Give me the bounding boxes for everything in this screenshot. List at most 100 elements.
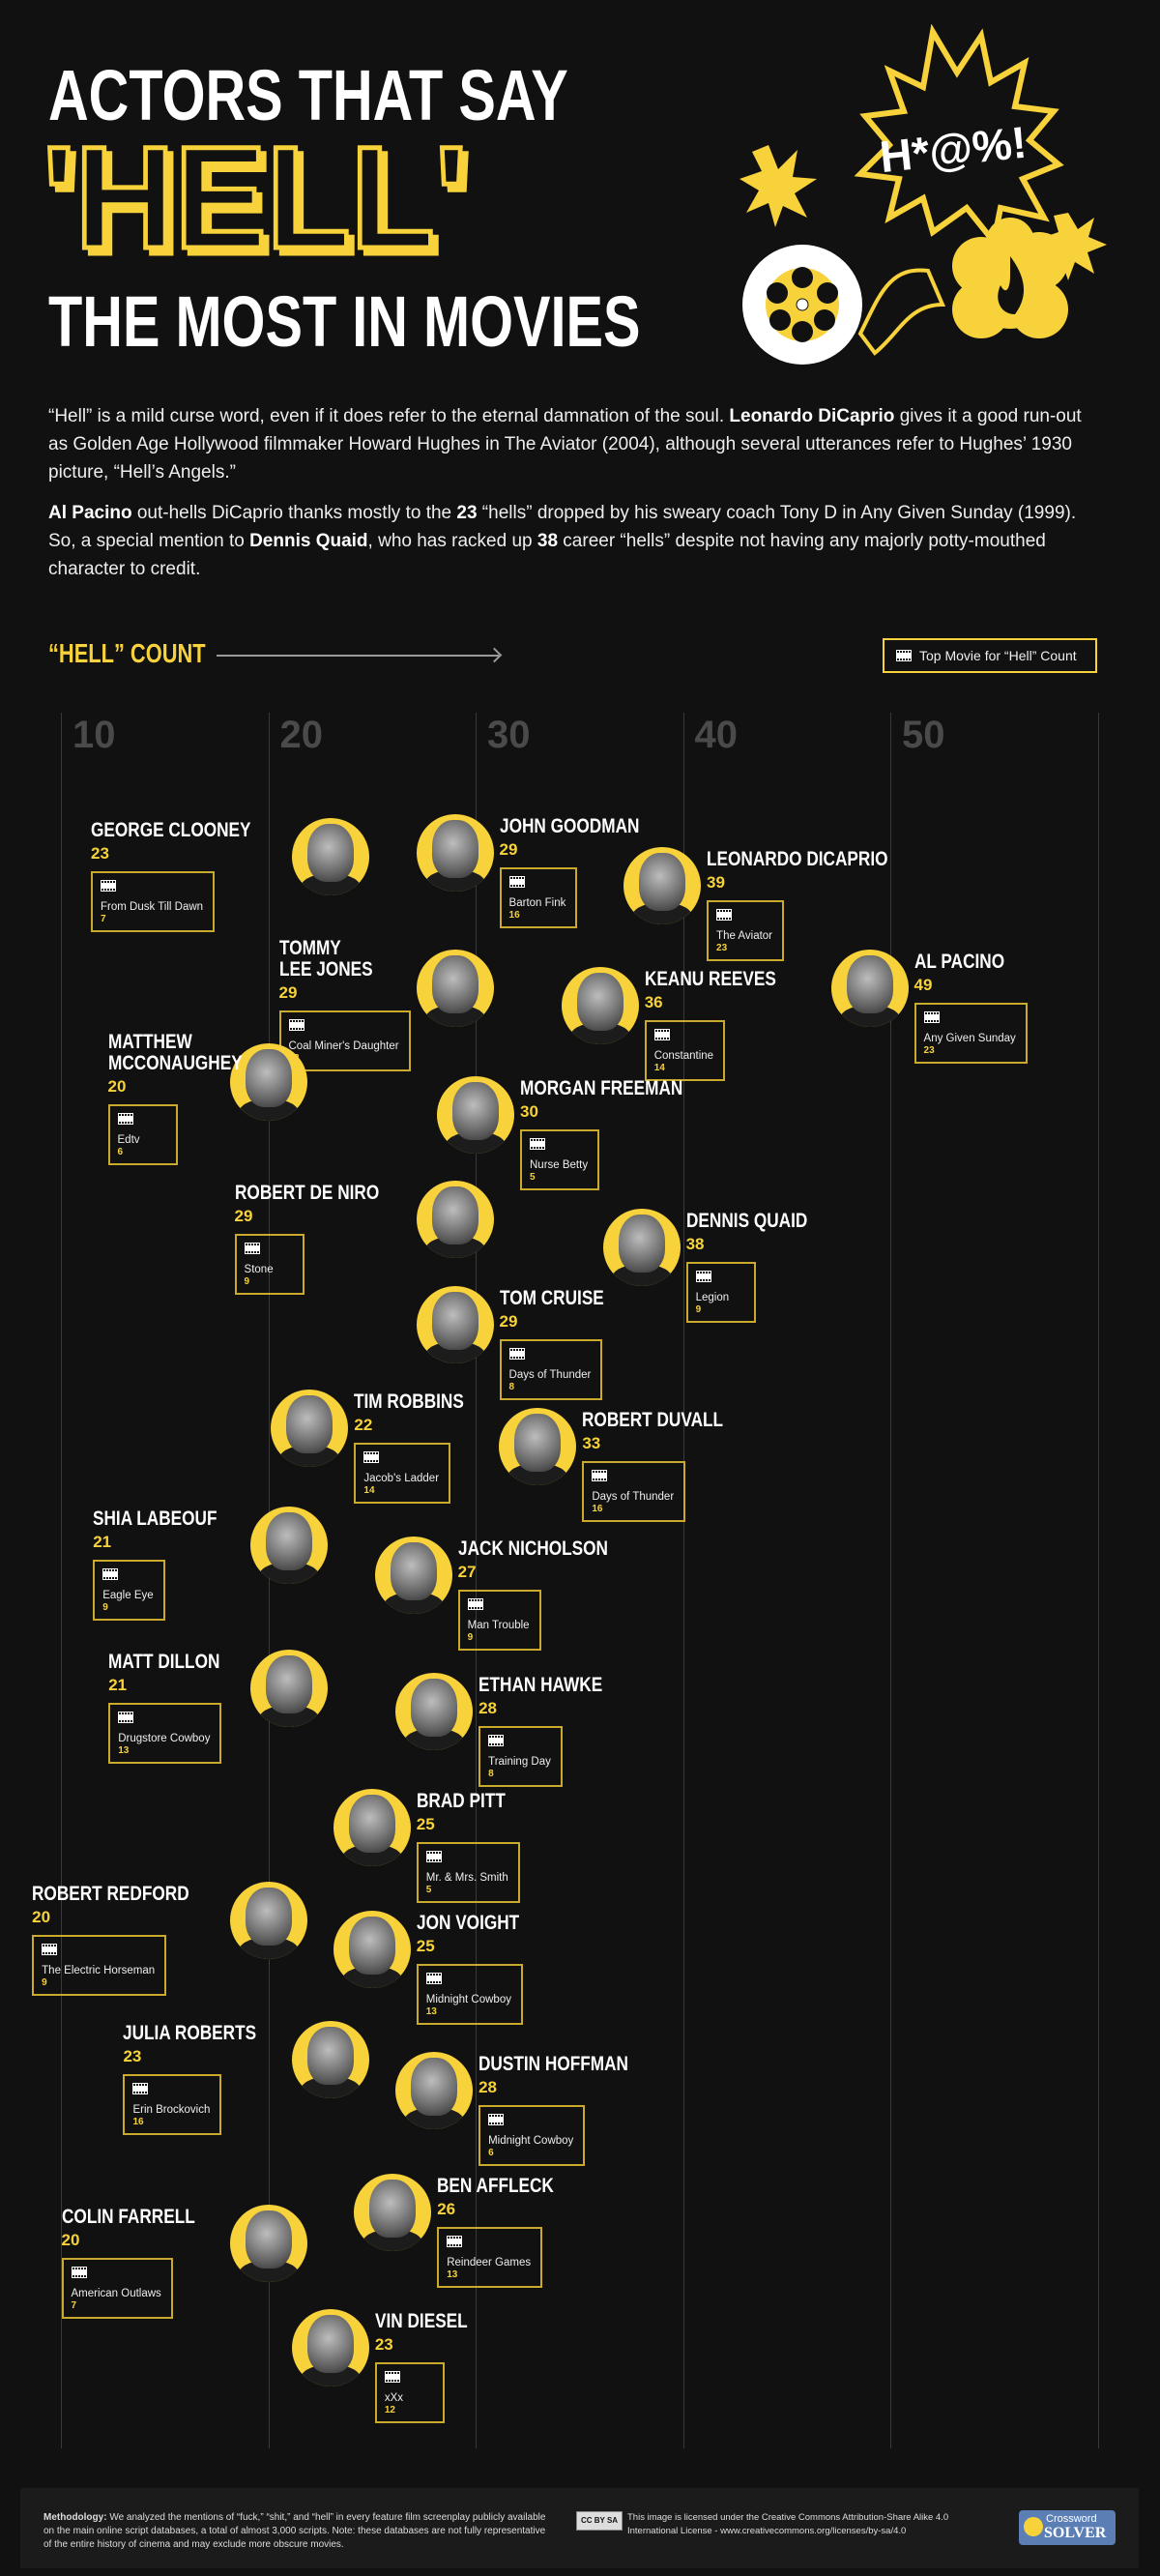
movie-title: Stone [244, 1264, 274, 1275]
crossword-solver-logo[interactable]: Crossword SOLVER [1019, 2510, 1116, 2545]
actor-label: ROBERT DUVALL 33 Days of Thunder 16 [582, 1410, 754, 1522]
film-icon [896, 650, 912, 661]
movie-title: Reindeer Games [447, 2257, 532, 2269]
methodology-note: Methodology: We analyzed the mentions of… [44, 2512, 546, 2550]
avatar-body [299, 874, 362, 895]
movie-hell-count: 14 [653, 1063, 665, 1073]
avatar-body [445, 1132, 507, 1154]
actor-label: TIM ROBBINS 22 Jacob's Ladder 14 [354, 1391, 488, 1504]
movie-hell-count: 13 [289, 1053, 399, 1064]
top-movie-box: Reindeer Games 13 [437, 2227, 543, 2288]
x-tick-label: 10 [72, 714, 116, 756]
actor-photo [499, 1408, 577, 1485]
actor-name: ETHAN HAWKE [478, 1674, 603, 1696]
actor-name: ROBERT DE NIRO [234, 1182, 379, 1204]
actor-photo [249, 1507, 328, 1584]
movie-title: Constantine [653, 1050, 714, 1062]
creative-commons-badge: CC BY SA [576, 2511, 624, 2531]
avatar-body [278, 1446, 341, 1467]
avatar-body [423, 1342, 486, 1363]
film-icon [71, 2267, 87, 2278]
arrow-right-icon [217, 655, 499, 657]
film-icon [488, 2114, 505, 2125]
film-icon [653, 1029, 670, 1040]
actor-photo [291, 2309, 369, 2386]
actor-photo [374, 1537, 452, 1614]
film-icon [101, 880, 116, 892]
avatar-face [265, 1655, 312, 1713]
actor-hell-count: 38 [685, 1235, 705, 1253]
actor-name: DENNIS QUAID [685, 1210, 807, 1232]
title-line-1: ACTORS THAT SAY [48, 55, 568, 135]
movie-title: Training Day [488, 1756, 551, 1768]
avatar-face [411, 2058, 458, 2116]
movie-title: Coal Miner's Daughter [288, 1040, 399, 1052]
top-movie-box: Midnight Cowboy 6 [478, 2105, 586, 2166]
actor-label: ROBERT DE NIRO 29 Stone 9 [234, 1182, 411, 1295]
film-icon [363, 1451, 380, 1463]
top-movie-box: Erin Brockovich 16 [123, 2074, 222, 2135]
film-icon [467, 1598, 483, 1610]
actor-name: LEONARDO DICAPRIO [707, 848, 888, 870]
top-movie-box: Drugstore Cowboy 13 [108, 1703, 222, 1764]
film-icon [117, 1113, 133, 1125]
top-movie-box: Barton Fink 16 [499, 867, 578, 928]
movie-title: Any Given Sunday [923, 1033, 1016, 1044]
actor-photo [229, 1882, 307, 1959]
license-text: This image is licensed under the Creativ… [627, 2512, 949, 2536]
film-icon [244, 1243, 260, 1254]
actor-hell-count: 39 [707, 873, 725, 892]
top-movie-box: The Aviator 23 [707, 900, 785, 961]
actor-hell-count: 36 [644, 993, 663, 1011]
actor-hell-count: 22 [354, 1416, 373, 1434]
movie-title: Days of Thunder [592, 1491, 675, 1503]
avatar-face [639, 853, 686, 911]
movie-hell-count: 12 [384, 2405, 395, 2415]
top-movie-box: Any Given Sunday 23 [914, 1003, 1028, 1064]
actor-label: ROBERT REDFORD 20 The Electric Horseman 9 [32, 1884, 223, 1996]
avatar-body [382, 1593, 445, 1614]
avatar-body [299, 2365, 362, 2386]
actor-hell-count: 20 [107, 1077, 127, 1096]
avatar-body [340, 1967, 403, 1988]
actor-hell-count: 26 [437, 2200, 456, 2218]
actor-name: MATTHEW MCCONAUGHEY [107, 1031, 243, 1074]
film-icon [530, 1138, 545, 1150]
film-icon [447, 2236, 463, 2247]
avatar-face [245, 1888, 292, 1946]
top-movie-box: Training Day 8 [478, 1726, 563, 1787]
movie-title: Midnight Cowboy [425, 1994, 511, 2005]
top-movie-box: xXx 12 [374, 2362, 445, 2423]
actor-hell-count: 27 [457, 1563, 477, 1581]
film-icon [923, 1011, 940, 1023]
avatar-face [411, 1679, 458, 1737]
avatar-body [237, 1938, 300, 1959]
top-movie-box: The Electric Horseman 9 [32, 1935, 167, 1996]
actor-label: MATTHEW MCCONAUGHEY 20 Edtv 6 [107, 1031, 243, 1165]
movie-hell-count: 23 [923, 1045, 935, 1056]
actor-name: JOHN GOODMAN [499, 815, 640, 837]
x-tick-label: 20 [279, 714, 324, 756]
avatar-face [306, 2027, 354, 2085]
swearing-film-illustration: H*@%! [740, 24, 1107, 365]
movie-hell-count: 6 [117, 1147, 124, 1157]
top-movie-box: Jacob's Ladder 14 [354, 1443, 451, 1504]
avatar-face [514, 1414, 562, 1472]
actor-label: JULIA ROBERTS 23 Erin Brockovich 16 [123, 2023, 285, 2135]
movie-title: From Dusk Till Dawn [101, 901, 204, 913]
actor-hell-count: 33 [582, 1434, 601, 1452]
gridline [476, 713, 477, 2448]
avatar-face [369, 2180, 417, 2238]
avatar-face [286, 1395, 334, 1453]
svg-text:'HELL': 'HELL' [43, 135, 468, 271]
top-movie-box: Edtv 6 [107, 1104, 178, 1165]
movie-title: The Electric Horseman [42, 1965, 156, 1976]
footer: Methodology: We analyzed the mentions of… [20, 2488, 1139, 2568]
actor-name: KEANU REEVES [644, 968, 776, 990]
movie-title: Days of Thunder [508, 1369, 592, 1381]
actor-hell-count: 29 [278, 983, 298, 1002]
actor-photo [395, 1673, 474, 1750]
avatar-body [403, 2108, 466, 2129]
avatar-body [362, 2230, 424, 2251]
actor-photo [416, 950, 494, 1027]
